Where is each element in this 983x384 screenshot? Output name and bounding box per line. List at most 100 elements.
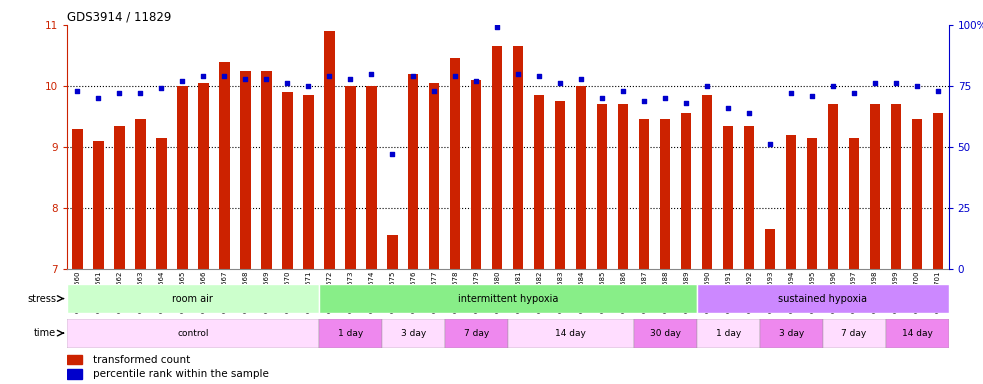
Bar [429,83,439,269]
Bar [324,31,334,269]
Bar [723,126,733,269]
Point [405,73,421,79]
Bar [849,138,859,269]
Bar [492,46,502,269]
Point [196,73,211,79]
Bar [681,113,691,269]
Bar [618,104,628,269]
Bar [807,138,818,269]
Point [301,83,317,89]
Bar [697,284,949,313]
Point [364,71,379,77]
Bar [912,119,922,269]
Text: 14 day: 14 day [901,329,933,338]
Point [721,105,736,111]
Point [238,76,254,82]
Point [741,110,757,116]
Text: 7 day: 7 day [464,329,489,338]
Bar [507,319,634,348]
Bar [67,369,83,379]
Bar [387,235,397,269]
Bar [318,319,381,348]
Bar [72,129,83,269]
Bar [67,319,318,348]
Bar [634,319,697,348]
Point [909,83,925,89]
Point [279,80,295,86]
Bar [697,319,760,348]
Bar [870,104,881,269]
Text: intermittent hypoxia: intermittent hypoxia [457,293,558,304]
Bar [513,46,524,269]
Bar [555,101,565,269]
Point [259,76,274,82]
Bar [408,74,419,269]
Bar [765,229,776,269]
Text: stress: stress [28,293,56,304]
Point [804,93,820,99]
Text: 3 day: 3 day [779,329,804,338]
Point [532,73,548,79]
Point [762,141,778,147]
Bar [471,80,482,269]
Point [427,88,442,94]
Point [510,71,526,77]
Point [573,76,589,82]
Point [468,78,484,84]
Point [678,100,694,106]
Point [70,88,86,94]
Point [783,90,799,96]
Text: 30 day: 30 day [650,329,680,338]
Point [216,73,232,79]
Bar [702,95,713,269]
Bar [760,319,823,348]
Bar [261,71,271,269]
Point [658,95,673,101]
Bar [785,135,796,269]
Bar [67,284,318,313]
Text: transformed count: transformed count [93,354,191,364]
Text: 1 day: 1 day [716,329,741,338]
Bar [135,119,145,269]
Bar [660,119,670,269]
Bar [366,86,376,269]
Point [174,78,190,84]
Point [133,90,148,96]
Bar [114,126,125,269]
Point [447,73,463,79]
Point [384,151,400,157]
Bar [744,126,754,269]
Point [615,88,631,94]
Point [826,83,841,89]
Point [867,80,883,86]
Point [490,24,505,30]
Bar [823,319,886,348]
Text: 3 day: 3 day [401,329,426,338]
Bar [67,355,83,364]
Bar [156,138,166,269]
Text: control: control [177,329,208,338]
Bar [597,104,607,269]
Bar [198,83,208,269]
Text: 7 day: 7 day [841,329,867,338]
Bar [345,86,356,269]
Text: 1 day: 1 day [337,329,363,338]
Bar [450,58,460,269]
Bar [177,86,188,269]
Bar [534,95,545,269]
Point [111,90,127,96]
Bar [219,61,230,269]
Point [930,88,946,94]
Point [342,76,358,82]
Point [595,95,610,101]
Bar [444,319,507,348]
Point [889,80,904,86]
Text: 14 day: 14 day [555,329,586,338]
Point [552,80,568,86]
Bar [828,104,838,269]
Text: room air: room air [172,293,213,304]
Point [846,90,862,96]
Bar [891,104,901,269]
Bar [93,141,103,269]
Bar [639,119,650,269]
